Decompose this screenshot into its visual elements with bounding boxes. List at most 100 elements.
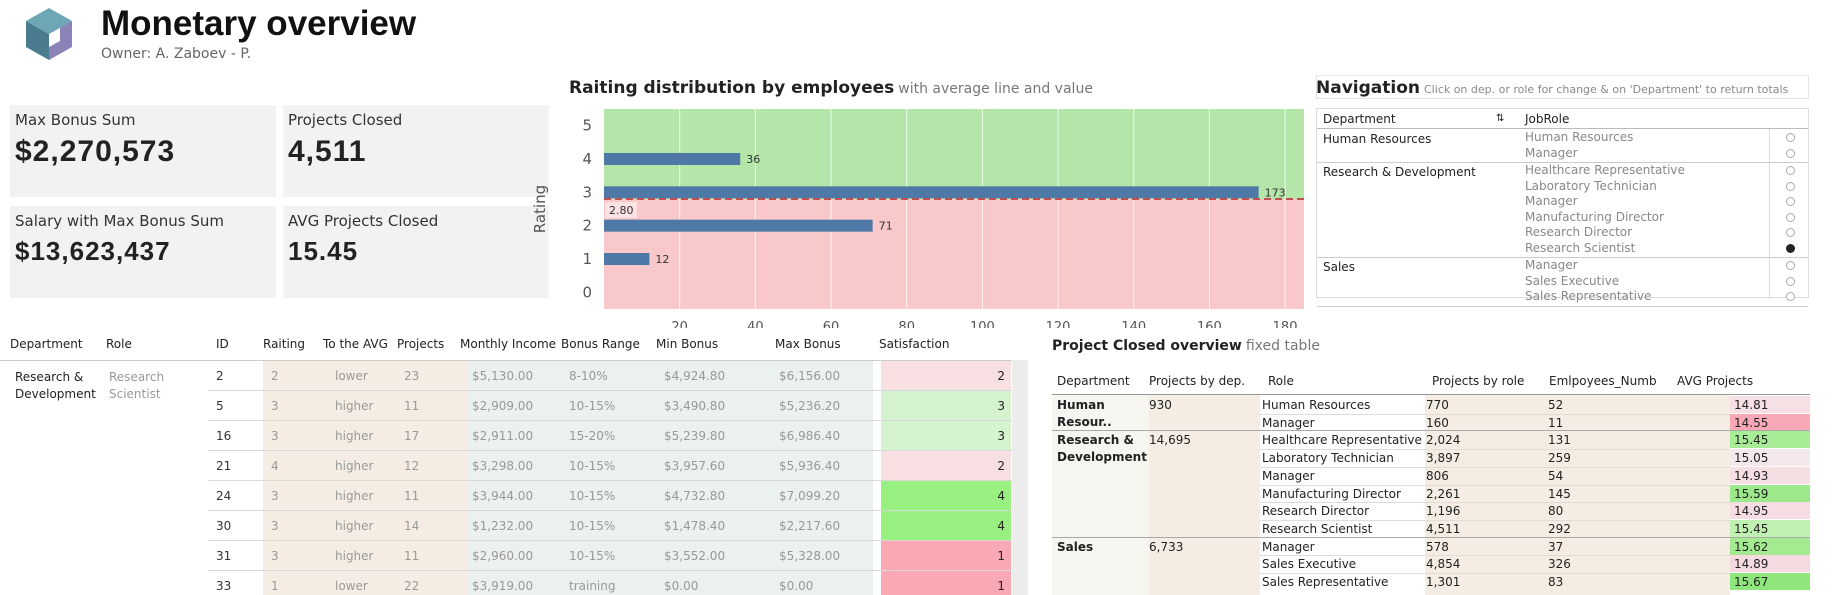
nav-role-radio[interactable]	[1786, 228, 1795, 237]
project-overview-title-text: Project Closed overview	[1052, 338, 1242, 354]
cell-to-avg: higher	[335, 519, 374, 533]
table-row[interactable]: Manager 806 54 14.93	[1260, 466, 1810, 485]
nav-role-item[interactable]: Healthcare Representative	[1525, 163, 1685, 177]
cell-bonus-range: 15-20%	[569, 429, 616, 443]
nav-role-item[interactable]: Laboratory Technician	[1525, 178, 1657, 193]
cell-max-bonus: $5,936.40	[779, 459, 841, 473]
nav-role-radio[interactable]	[1786, 197, 1795, 206]
nav-role-item[interactable]: Human Resources	[1525, 130, 1634, 144]
nav-role-radio[interactable]	[1786, 212, 1795, 222]
cell-projects: 1,196	[1426, 504, 1461, 519]
avg-projects-cell: 14.95	[1730, 502, 1810, 520]
nav-header-department[interactable]: Department	[1323, 112, 1396, 126]
kpi-card-avg-projects: AVG Projects Closed 15.45	[283, 206, 549, 298]
nav-role-item[interactable]: Manager	[1525, 258, 1578, 272]
satisfaction-value: 2	[997, 459, 1005, 473]
cell-id: 5	[216, 399, 224, 413]
table-row[interactable]: Laboratory Technician 3,897 259 15.05	[1260, 449, 1810, 467]
nav-role-radio[interactable]	[1786, 166, 1795, 175]
table-row[interactable]: Manufacturing Director 2,261 145 15.59	[1260, 484, 1810, 503]
column-band	[1052, 395, 1149, 595]
y-tick-label: 4	[582, 150, 592, 168]
nav-role-radio[interactable]	[1786, 181, 1795, 191]
cell-projects: 14	[404, 519, 420, 533]
nav-role-radio[interactable]	[1786, 133, 1795, 142]
table-row[interactable]: Manager 160 11 14.55	[1260, 413, 1810, 432]
satisfaction-value: 1	[997, 579, 1005, 593]
cell-rating: 3	[271, 519, 279, 533]
bar[interactable]	[604, 219, 873, 232]
table-scrollbar[interactable]	[1012, 360, 1028, 595]
cell-max-bonus: $5,328.00	[779, 549, 841, 563]
cell-projects: 11	[404, 549, 420, 563]
table-row[interactable]: 33 1 lower 22 $3,919.00 training $0.00 $0.00 1	[208, 571, 1012, 595]
rating-distribution-chart[interactable]: 5 4 3 2 1 0 20 40 60 80 100 120 140 160 180 Rating 36 173…	[515, 96, 1315, 328]
nav-role-item[interactable]: Manager	[1525, 145, 1578, 160]
nav-role-radio[interactable]	[1786, 276, 1795, 286]
avg-projects-cell: 15.45	[1730, 431, 1810, 449]
nav-role-item[interactable]: Sales Executive	[1525, 273, 1620, 288]
department-cell[interactable]: Human Resour..	[1057, 398, 1112, 429]
nav-role-radio[interactable]	[1786, 243, 1795, 253]
bar[interactable]	[604, 253, 650, 265]
row-divider	[1260, 484, 1730, 486]
nav-role-item[interactable]: Manufacturing Director	[1525, 209, 1664, 224]
nav-role-radio[interactable]	[1786, 148, 1795, 158]
cell-role: Manufacturing Director	[1262, 486, 1401, 501]
department-cell[interactable]: Research & Development	[15, 370, 96, 401]
role-cell[interactable]: Research Scientist	[109, 370, 165, 401]
table-row[interactable]: Sales Executive 4,854 326 14.89	[1260, 555, 1810, 573]
table-row[interactable]: 31 3 higher 11 $2,960.00 10-15% $3,552.00 $5,32…	[208, 541, 1012, 571]
table-row[interactable]: Healthcare Representative 2,024 131 15.45	[1260, 431, 1810, 449]
bar-value-label: 12	[655, 253, 669, 266]
satisfaction-cell: 1	[881, 541, 1011, 570]
cell-rating: 3	[271, 549, 279, 563]
cell-min-bonus: $4,924.80	[664, 369, 726, 383]
table-row[interactable]: 2 2 lower 23 $5,130.00 8-10% $4,924.80 $6,156.0…	[208, 361, 1012, 391]
cell-to-avg: higher	[335, 429, 374, 443]
cell-bonus-range: 10-15%	[569, 489, 616, 503]
table-row[interactable]: Manager 578 37 15.62	[1260, 537, 1810, 556]
table-row[interactable]: 30 3 higher 14 $1,232.00 10-15% $1,478.40 $2,21…	[208, 511, 1012, 541]
col-header-department: Department	[1057, 374, 1130, 388]
satisfaction-cell: 2	[881, 361, 1011, 390]
bar[interactable]	[604, 153, 741, 165]
cell-projects: 770	[1426, 398, 1449, 412]
table-row[interactable]: Research Director 1,196 80 14.95	[1260, 502, 1810, 520]
nav-role-item[interactable]: Research Director	[1525, 225, 1633, 239]
nav-role-item[interactable]: Manager	[1525, 194, 1578, 208]
nav-role-item[interactable]: Sales Representative	[1525, 289, 1652, 303]
table-row[interactable]: Sales Representative 1,301 83 15.67	[1260, 573, 1810, 591]
nav-department-item[interactable]: Research & Development	[1323, 165, 1476, 179]
department-cell[interactable]: Sales	[1057, 539, 1094, 554]
bar[interactable]	[604, 186, 1259, 199]
table-row[interactable]: Human Resources 770 52 14.81	[1260, 396, 1810, 414]
average-value-box	[605, 202, 637, 218]
nav-role-radio[interactable]	[1786, 292, 1795, 301]
cell-id: 16	[216, 429, 232, 443]
cell-role: Manager	[1262, 539, 1315, 554]
nav-department-item[interactable]: Sales	[1323, 260, 1355, 274]
cell-projects: 4,511	[1426, 521, 1461, 536]
cell-max-bonus: $2,217.60	[779, 519, 841, 533]
table-row[interactable]: 21 4 higher 12 $3,298.00 10-15% $3,957.60 $5,93…	[208, 451, 1012, 481]
nav-role-radio[interactable]	[1786, 261, 1795, 270]
department-cell[interactable]: Research & Development	[1057, 433, 1147, 465]
az-sort-icon[interactable]: ⇅	[1496, 113, 1505, 124]
avg-projects-value: 15.67	[1734, 575, 1769, 589]
nav-department-item[interactable]: Human Resources	[1323, 132, 1432, 146]
nav-role-item[interactable]: Research Scientist	[1525, 240, 1636, 255]
navigation-divider	[1769, 129, 1770, 299]
col-header-role: Role	[1268, 374, 1294, 388]
chart-subtitle: with average line and value	[898, 81, 1093, 97]
avg-projects-cell: 14.89	[1730, 555, 1810, 573]
project-overview-title: Project Closed overview fixed table	[1052, 338, 1320, 354]
cell-projects: 12	[404, 459, 420, 473]
x-tick-label: 40	[747, 320, 764, 328]
table-row[interactable]: 5 3 higher 11 $2,909.00 10-15% $3,490.80 $5,236…	[208, 391, 1012, 421]
table-row[interactable]: 24 3 higher 11 $3,944.00 10-15% $4,732.80 $7,09…	[208, 481, 1012, 511]
cell-projects: 2,024	[1426, 433, 1461, 448]
table-row[interactable]: Research Scientist 4,511 292 15.45	[1260, 519, 1810, 538]
table-row[interactable]: 16 3 higher 17 $2,911.00 15-20% $5,239.80 $6,98…	[208, 421, 1012, 451]
kpi-card-max-bonus-sum: Max Bonus Sum $2,270,573	[10, 105, 276, 197]
